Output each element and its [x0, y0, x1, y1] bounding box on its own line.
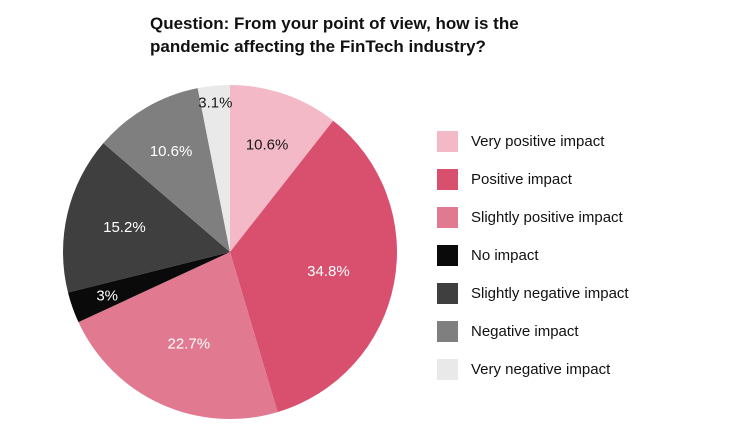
legend-swatch-5 [437, 321, 458, 342]
legend-item-3: No impact [437, 245, 629, 266]
pie-slice-value-label-4: 15.2% [103, 219, 146, 236]
legend-swatch-3 [437, 245, 458, 266]
legend-label-6: Very negative impact [471, 361, 611, 378]
legend-label-5: Negative impact [471, 323, 579, 340]
pie-slice-3 [67, 252, 231, 323]
pie-slice-5 [103, 88, 230, 252]
pie-slice-value-label-1: 34.8% [307, 263, 350, 280]
legend-label-0: Very positive impact [471, 133, 605, 150]
pie-slice-value-label-3: 3% [96, 287, 118, 304]
legend-item-2: Slightly positive impact [437, 207, 629, 228]
legend-item-0: Very positive impact [437, 131, 629, 152]
legend-item-5: Negative impact [437, 321, 629, 342]
legend-swatch-0 [437, 131, 458, 152]
pie-chart: 10.6% 34.8% 22.7% 3% 15.2% 10.6% 3.1% [63, 85, 397, 419]
pie-slice-1 [230, 120, 397, 413]
pie-slice-value-label-2: 22.7% [168, 335, 211, 352]
pie-slice-value-label-6: 3.1% [198, 94, 232, 111]
pie-slice-2 [78, 252, 278, 419]
legend-swatch-4 [437, 283, 458, 304]
legend-swatch-6 [437, 359, 458, 380]
legend-item-4: Slightly negative impact [437, 283, 629, 304]
legend-label-1: Positive impact [471, 171, 572, 188]
legend-item-1: Positive impact [437, 169, 629, 190]
pie-slice-4 [63, 143, 231, 293]
legend-item-6: Very negative impact [437, 359, 629, 380]
legend-label-3: No impact [471, 247, 539, 264]
legend-swatch-2 [437, 207, 458, 228]
pie-slice-value-label-5: 10.6% [150, 143, 193, 160]
pie-slice-6 [197, 85, 230, 252]
pie-slice-value-label-0: 10.6% [246, 137, 289, 154]
pie-slice-0 [230, 85, 334, 252]
legend-label-2: Slightly positive impact [471, 209, 623, 226]
legend: Very positive impact Positive impact Sligh… [437, 131, 629, 397]
legend-swatch-1 [437, 169, 458, 190]
chart-title: Question: From your point of view, how i… [150, 14, 519, 56]
legend-label-4: Slightly negative impact [471, 285, 629, 302]
